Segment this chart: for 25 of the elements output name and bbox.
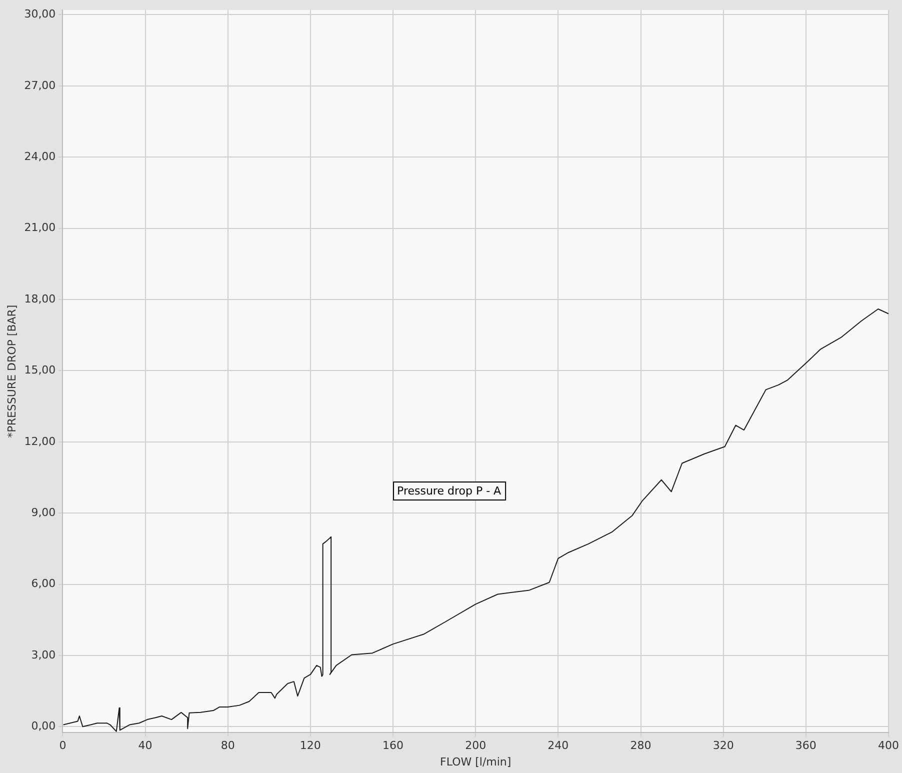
annotation: Pressure drop P - A: [397, 484, 502, 498]
x-tick-label: 80: [220, 739, 235, 752]
x-tick-label: 280: [630, 739, 652, 752]
y-tick-label: 27,00: [24, 78, 56, 92]
y-tick-label: 12,00: [24, 434, 56, 448]
x-tick-label: 240: [548, 739, 569, 752]
y-tick-label: 18,00: [24, 292, 56, 306]
x-tick-label: 320: [712, 739, 734, 752]
x-tick-label: 400: [878, 739, 899, 752]
y-tick-label: 3,00: [31, 648, 56, 662]
x-tick-label: 200: [465, 739, 486, 752]
y-tick-label: 9,00: [31, 506, 56, 519]
y-tick-label: 21,00: [24, 221, 56, 234]
y-tick-label: 15,00: [24, 364, 56, 377]
y-tick-label: 30,00: [24, 8, 56, 21]
y-axis-title: *PRESSURE DROP [BAR]: [5, 304, 18, 438]
x-tick-label: 360: [795, 739, 816, 752]
y-tick-label: 0,00: [31, 720, 56, 733]
x-tick-label: 160: [382, 739, 404, 752]
x-tick-label: 40: [138, 739, 152, 752]
y-tick-label: 6,00: [31, 577, 56, 590]
x-tick-label: 120: [300, 739, 321, 752]
y-tick-label: 24,00: [24, 150, 56, 163]
x-tick-label: 0: [59, 739, 66, 752]
x-axis-title: FLOW [l/min]: [440, 755, 512, 768]
